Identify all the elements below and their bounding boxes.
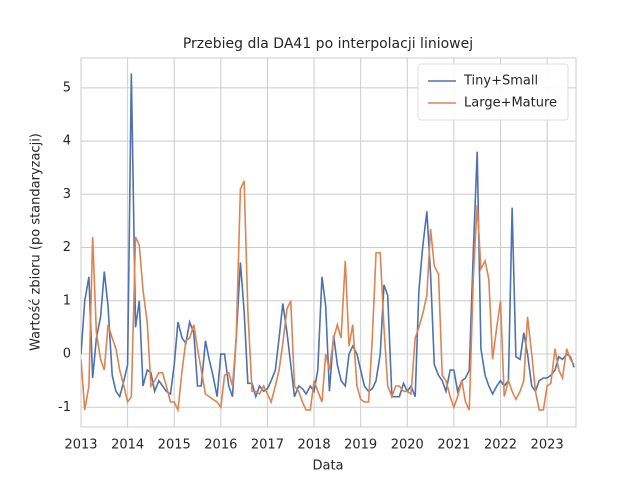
x-tick-label: 2021 [437, 438, 470, 453]
x-axis-label: Data [312, 459, 343, 474]
y-tick-label: -1 [58, 400, 71, 415]
x-tick-label: 2023 [531, 438, 564, 453]
y-tick-label: 5 [63, 80, 71, 95]
y-tick-label: 0 [63, 347, 71, 362]
x-tick-label: 2017 [251, 438, 284, 453]
legend-label: Large+Mature [464, 96, 557, 111]
chart-title: Przebieg dla DA41 po interpolacji liniow… [183, 36, 473, 52]
y-tick-label: 2 [63, 240, 71, 255]
y-axis-label: Wartość zbioru (po standaryzacji) [29, 133, 44, 351]
legend-label: Tiny+Small [463, 74, 538, 89]
y-tick-label: 4 [63, 134, 71, 149]
series-line [81, 180, 575, 413]
x-tick-label: 2018 [298, 438, 331, 453]
x-tick-label: 2016 [204, 438, 237, 453]
x-tick-label: 2015 [158, 438, 191, 453]
y-tick-label: 1 [63, 293, 71, 308]
x-tick-label: 2013 [64, 438, 97, 453]
x-tick-label: 2020 [391, 438, 424, 453]
x-tick-label: 2014 [111, 438, 144, 453]
series-line [81, 73, 575, 400]
legend-box [417, 63, 569, 121]
y-tick-label: 3 [63, 187, 71, 202]
x-tick-label: 2022 [484, 438, 517, 453]
x-tick-label: 2019 [344, 438, 377, 453]
plot-frame [80, 57, 577, 428]
